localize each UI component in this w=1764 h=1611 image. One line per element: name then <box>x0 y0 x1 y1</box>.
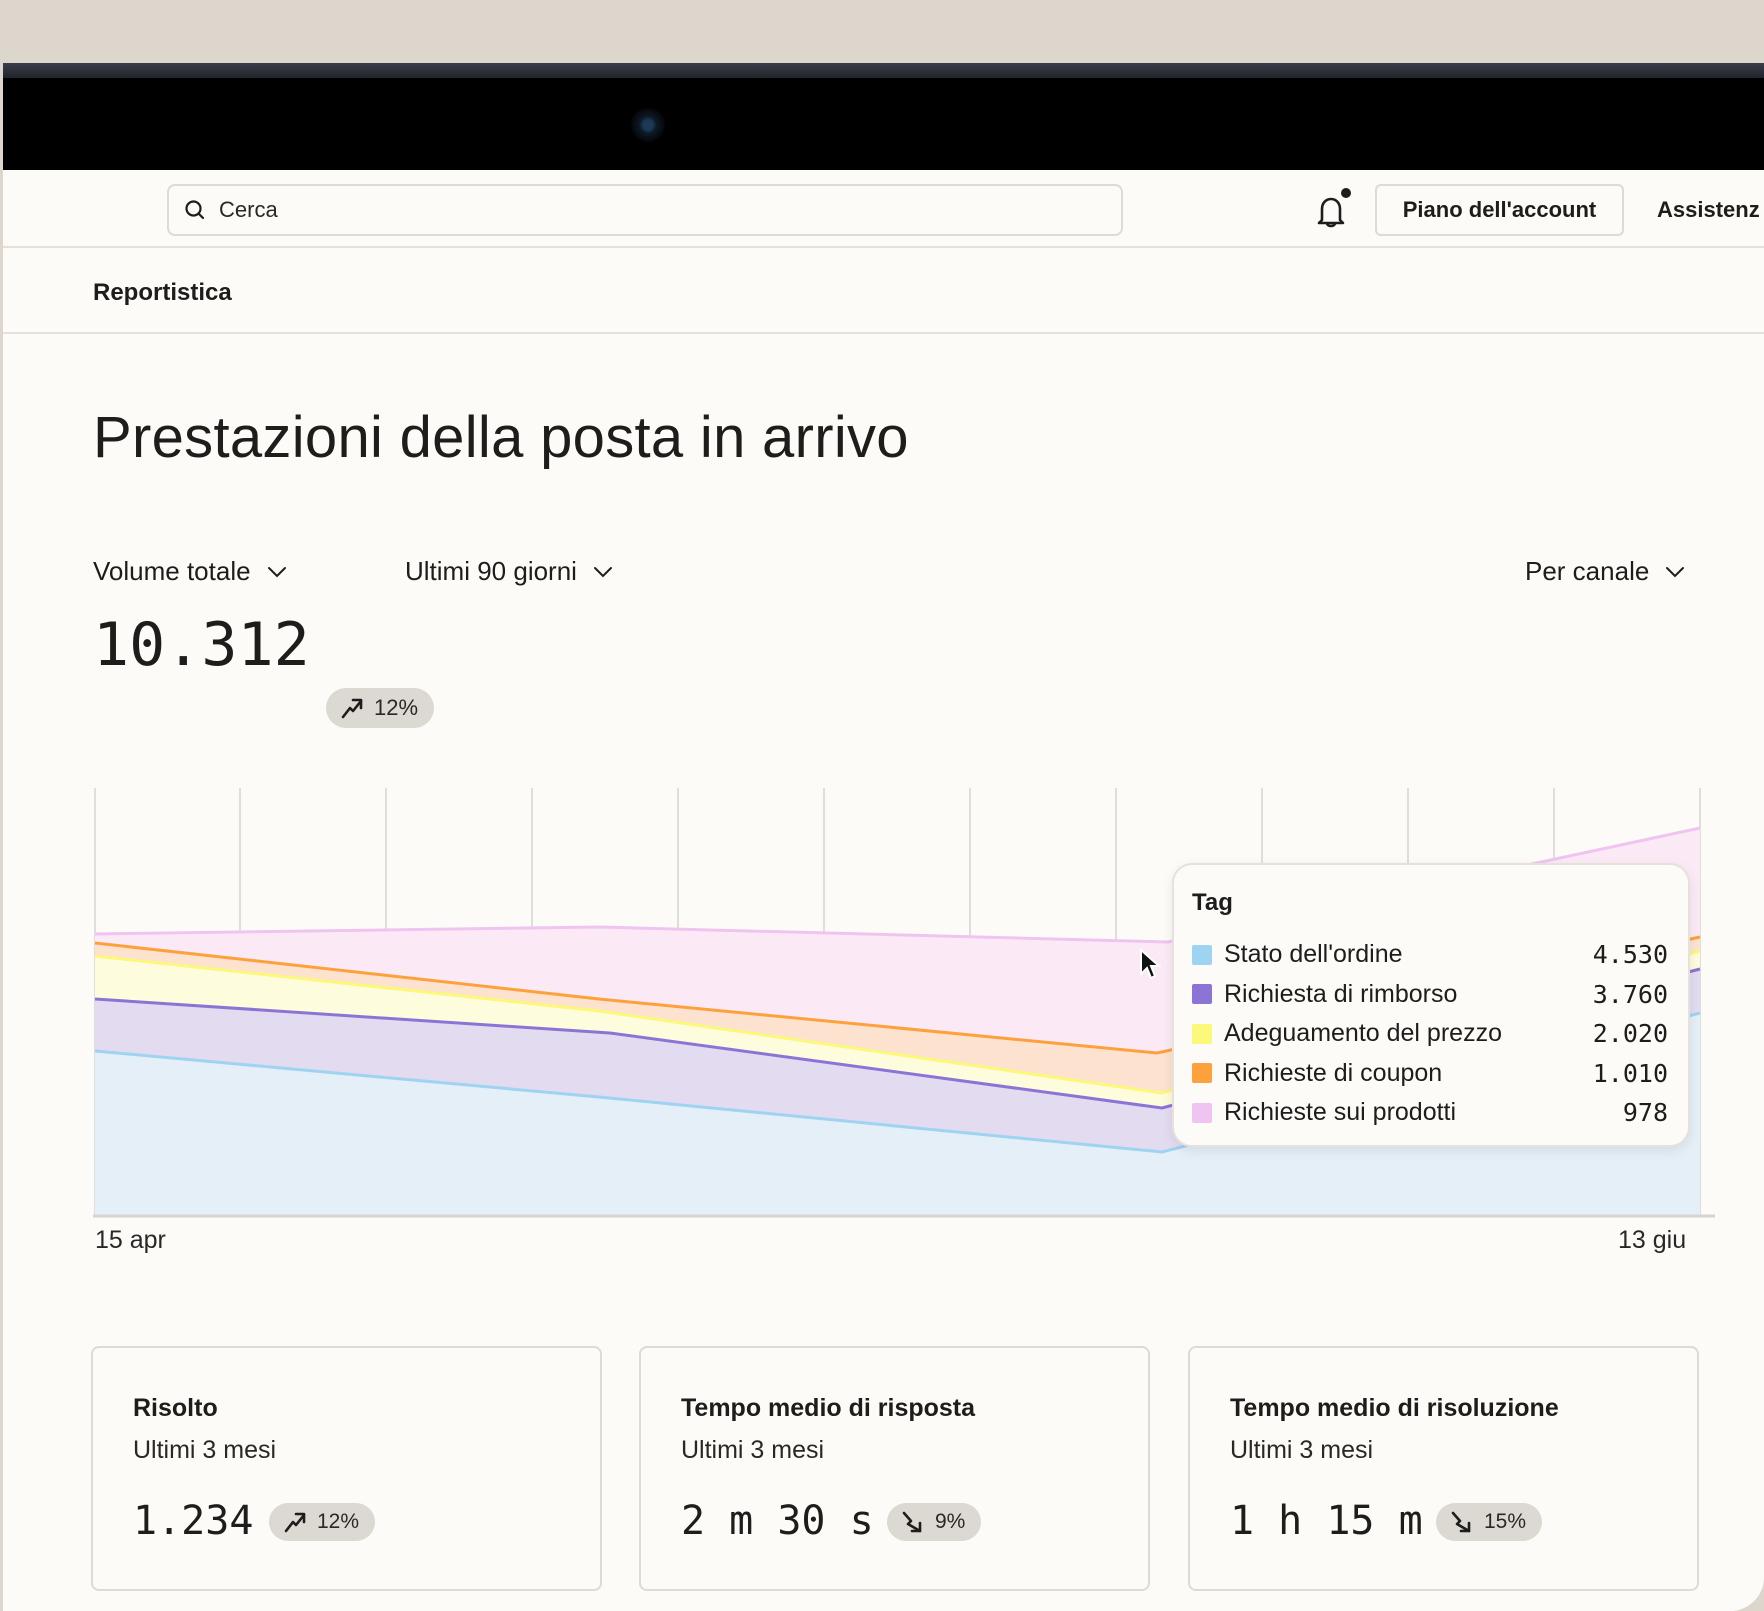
tooltip-row: Richieste di coupon 1.010 <box>1192 1054 1668 1094</box>
chevron-down-icon <box>267 566 286 577</box>
legend-swatch <box>1192 944 1212 965</box>
tooltip-row: Stato dell'ordine 4.530 <box>1192 935 1668 975</box>
notification-dot <box>1341 188 1351 198</box>
range-dropdown-label: Ultimi 90 giorni <box>405 556 577 586</box>
card-title: Risolto <box>133 1394 218 1422</box>
metric-card-avg-resolution-time: Tempo medio di risoluzione Ultimi 3 mesi… <box>1188 1346 1699 1591</box>
trend-up-icon <box>341 698 363 719</box>
search-placeholder: Cerca <box>219 197 278 222</box>
trend-up-icon <box>284 1512 306 1533</box>
tooltip-row: Richiesta di rimborso 3.760 <box>1192 975 1668 1015</box>
help-link[interactable]: Assistenz <box>1657 197 1760 222</box>
trend-value: 15% <box>1484 1510 1527 1533</box>
legend-swatch <box>1192 1063 1212 1084</box>
chevron-down-icon <box>593 566 612 577</box>
metric-card-avg-response-time: Tempo medio di risposta Ultimi 3 mesi 2 … <box>639 1346 1150 1591</box>
group-by-dropdown-label: Per canale <box>1525 556 1650 586</box>
device-frame: Cerca Piano dell'account Assistenz Repor… <box>3 63 1764 1611</box>
trend-value: 12% <box>374 695 419 720</box>
page-title: Prestazioni della posta in arrivo <box>93 405 909 470</box>
card-subtitle: Ultimi 3 mesi <box>1230 1436 1374 1464</box>
bell-icon[interactable] <box>1313 192 1349 232</box>
metric-dropdown-label: Volume totale <box>93 556 251 586</box>
search-icon <box>185 200 205 220</box>
x-axis-start-label: 15 apr <box>95 1226 166 1254</box>
mouse-cursor-icon <box>1140 948 1162 980</box>
tooltip-label: Stato dell'ordine <box>1224 940 1403 969</box>
trend-badge: 9% <box>887 1503 982 1541</box>
area-order-status <box>95 1013 1700 1215</box>
tooltip-title: Tag <box>1192 889 1233 916</box>
legend-swatch <box>1192 984 1212 1005</box>
group-by-dropdown[interactable]: Per canale <box>1525 556 1687 587</box>
desktop-top-bar <box>0 0 1764 63</box>
trend-value: 9% <box>935 1510 966 1533</box>
metric-card-resolved: Risolto Ultimi 3 mesi 1.234 12% <box>91 1346 602 1591</box>
section-title: Reportistica <box>93 279 232 306</box>
search-input[interactable]: Cerca <box>167 184 1123 236</box>
card-title: Tempo medio di risposta <box>681 1394 976 1422</box>
range-dropdown[interactable]: Ultimi 90 giorni <box>405 556 615 587</box>
card-subtitle: Ultimi 3 mesi <box>133 1436 277 1464</box>
card-value: 1.234 <box>133 1498 254 1544</box>
tooltip-label: Richiesta di rimborso <box>1224 979 1458 1008</box>
tooltip-row: Richieste sui prodotti 978 <box>1192 1093 1668 1133</box>
app-window: Cerca Piano dell'account Assistenz Repor… <box>3 170 1764 1611</box>
trend-badge: 12% <box>269 1503 376 1541</box>
card-value: 2 m 30 s <box>681 1498 874 1544</box>
tooltip-label: Adeguamento del prezzo <box>1224 1019 1502 1048</box>
tooltip-value: 4.530 <box>1592 940 1668 970</box>
chevron-down-icon <box>1666 566 1685 577</box>
trend-badge: 12% <box>326 688 435 728</box>
legend-swatch <box>1192 1102 1212 1123</box>
tooltip-value: 1.010 <box>1592 1058 1668 1088</box>
trend-down-icon <box>1451 1511 1471 1533</box>
tooltip-label: Richieste sui prodotti <box>1224 1098 1457 1127</box>
card-subtitle: Ultimi 3 mesi <box>681 1436 825 1464</box>
device-bezel <box>3 78 1764 170</box>
trend-down-icon <box>902 1511 922 1533</box>
x-axis-end-label: 13 giu <box>1618 1226 1687 1254</box>
tooltip-row: Adeguamento del prezzo 2.020 <box>1192 1014 1668 1054</box>
trend-value: 12% <box>317 1510 360 1533</box>
chart-tooltip: Tag Stato dell'ordine 4.530 Richiesta di… <box>1172 863 1690 1147</box>
bezel-edge <box>3 63 1764 78</box>
top-header: Cerca Piano dell'account Assistenz <box>3 170 1764 248</box>
metric-dropdown[interactable]: Volume totale <box>93 556 289 587</box>
tooltip-value: 2.020 <box>1592 1019 1668 1049</box>
subnav-bar: Reportistica <box>3 250 1764 334</box>
tooltip-value: 978 <box>1622 1098 1668 1128</box>
camera-icon <box>631 108 665 142</box>
trend-badge: 15% <box>1436 1503 1543 1541</box>
legend-swatch <box>1192 1023 1212 1044</box>
card-title: Tempo medio di risoluzione <box>1230 1394 1559 1422</box>
total-volume-value: 10.312 <box>93 610 310 680</box>
tooltip-value: 3.760 <box>1592 979 1668 1009</box>
account-plan-button[interactable]: Piano dell'account <box>1375 184 1624 236</box>
card-value: 1 h 15 m <box>1230 1498 1423 1544</box>
tooltip-label: Richieste di coupon <box>1224 1058 1443 1087</box>
